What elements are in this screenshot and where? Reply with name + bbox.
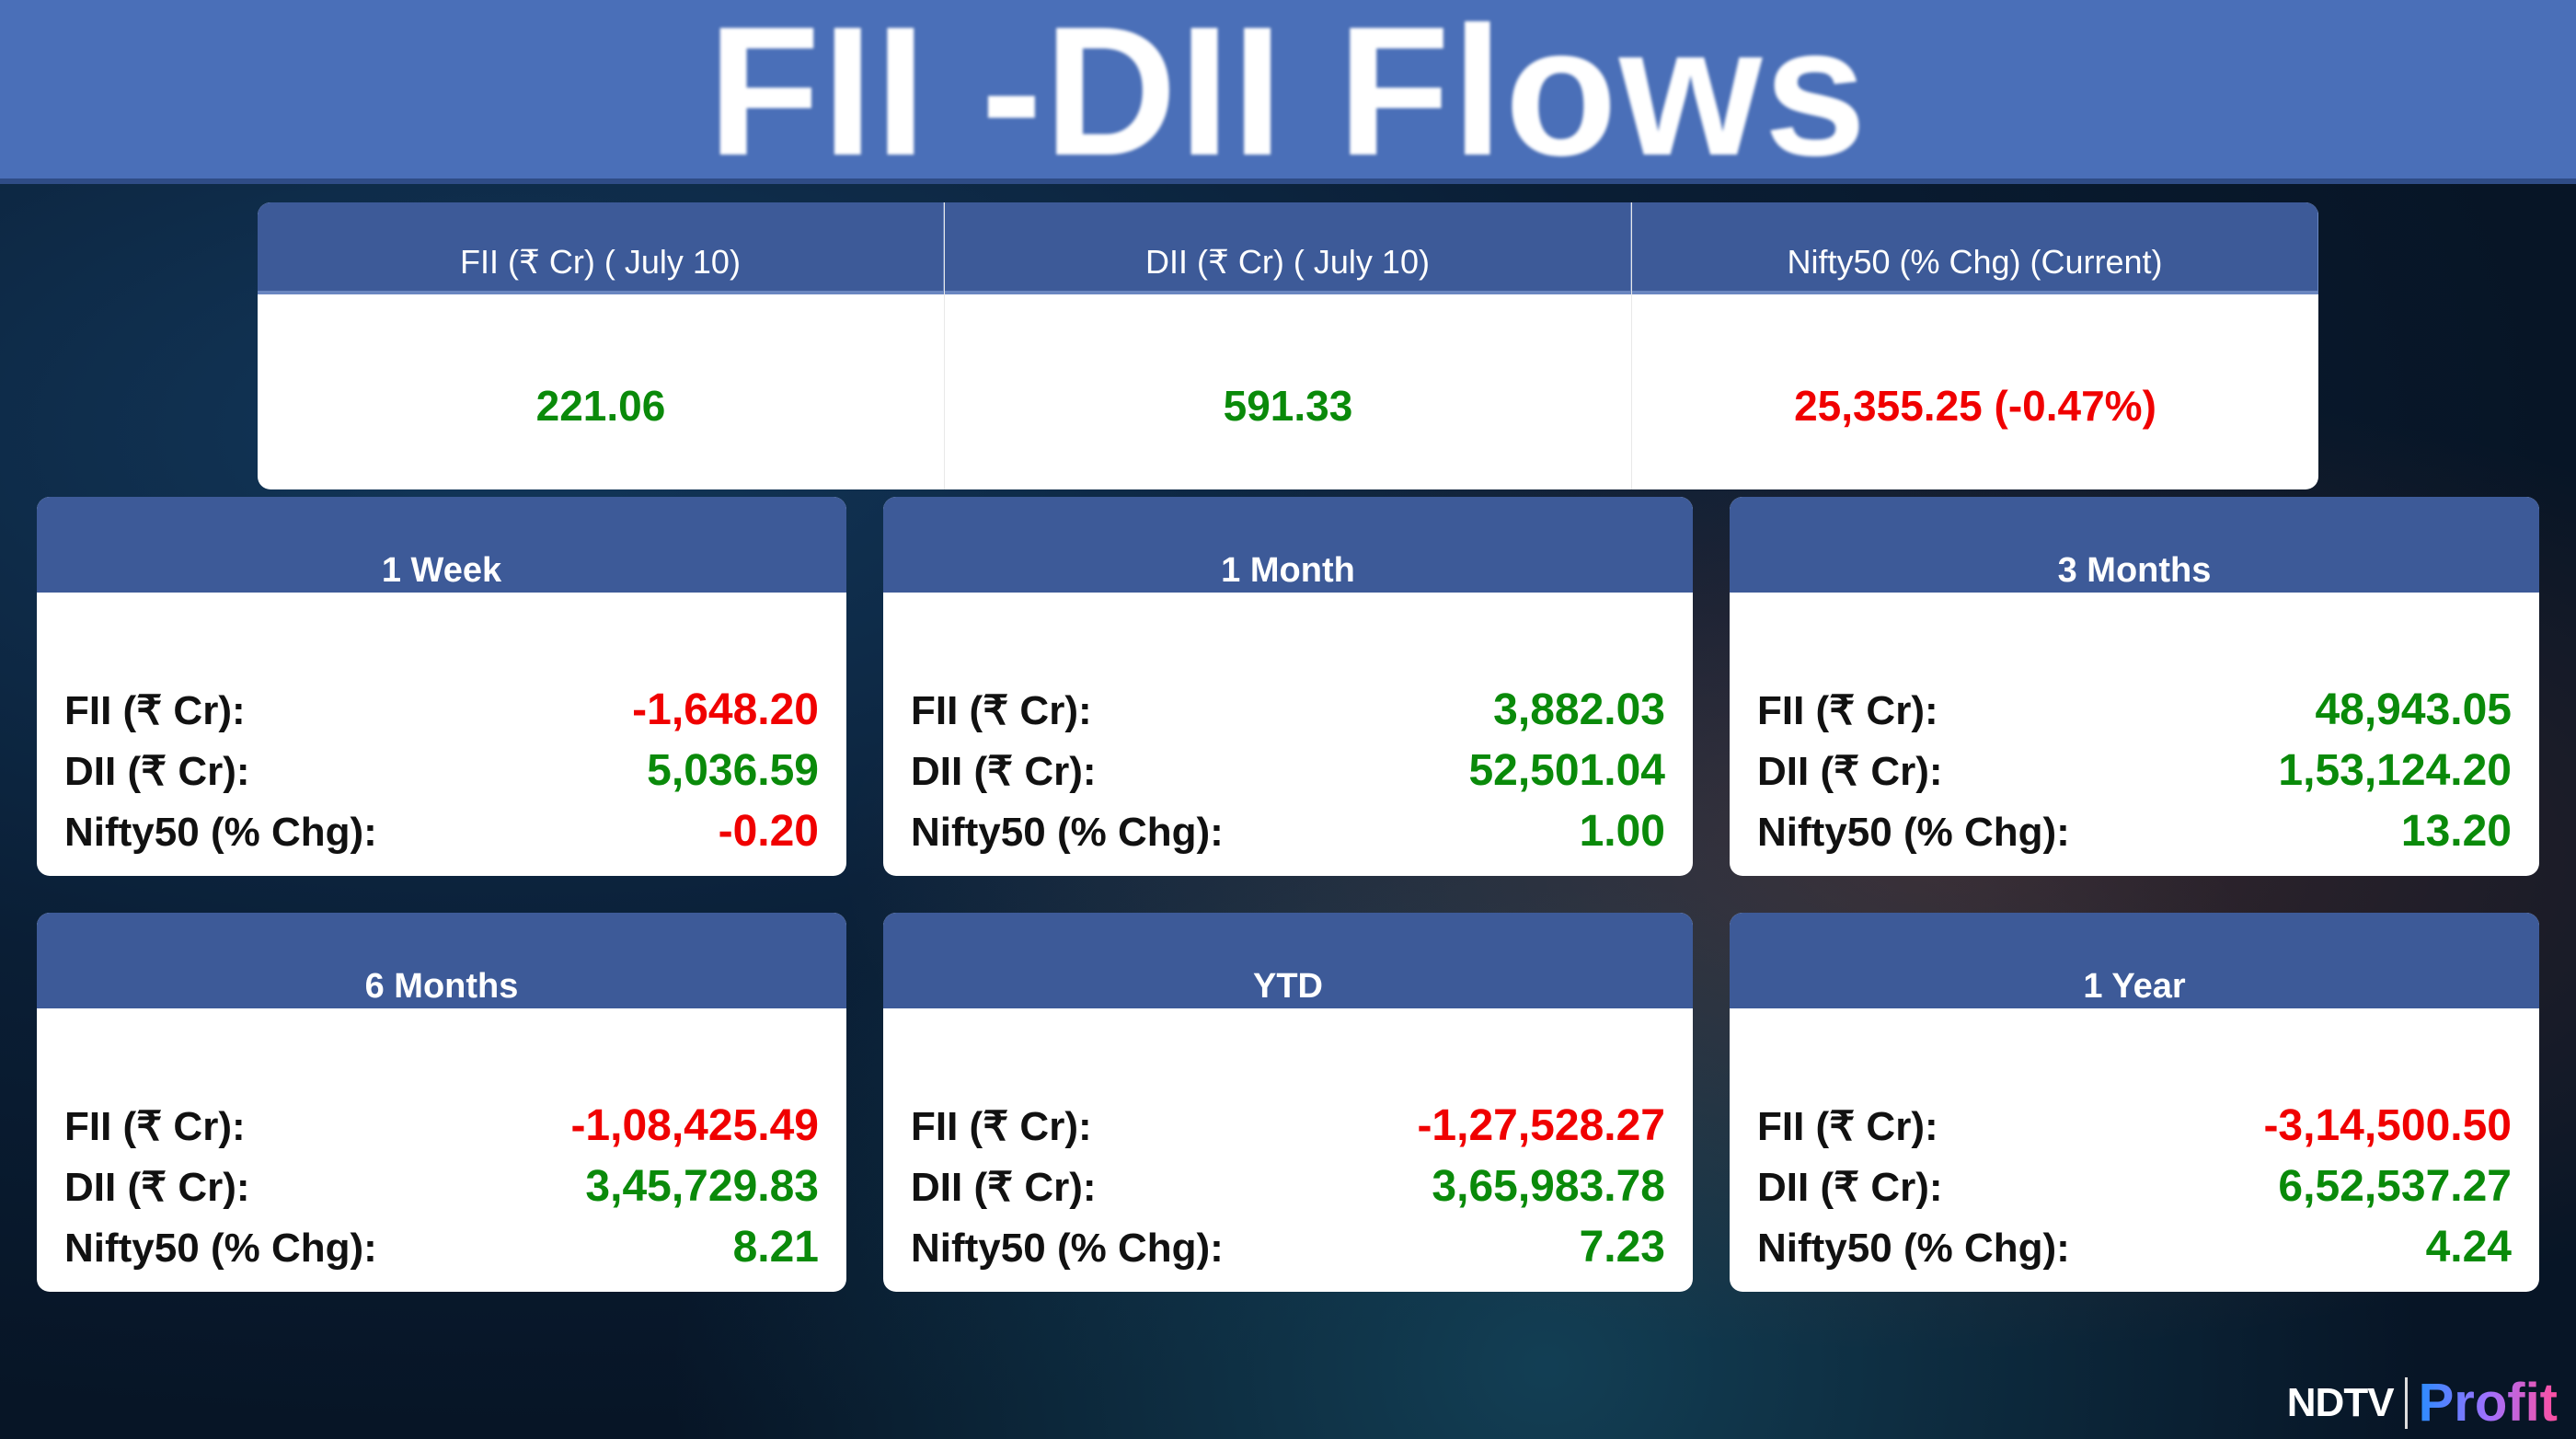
nifty-value: 4.24 xyxy=(2425,1223,2512,1272)
dii-label: DII (₹ Cr): xyxy=(1757,749,1943,794)
logo-ndtv: NDTV xyxy=(2286,1379,2395,1425)
card-header: 3 Months xyxy=(1730,497,2539,593)
ndtv-profit-logo: NDTV Profit xyxy=(2287,1372,2558,1433)
card-header: 1 Year xyxy=(1730,913,2539,1008)
dii-row: DII (₹ Cr): 5,036.59 xyxy=(64,745,819,806)
nifty-current: Nifty50 (% Chg) (Current) 25,355.25 (-0.4… xyxy=(1632,202,2318,489)
nifty-current-value: 25,355.25 (-0.47%) xyxy=(1794,382,2156,430)
card-header: 1 Month xyxy=(883,497,1693,593)
fii-row: FII (₹ Cr): -1,08,425.49 xyxy=(64,1100,819,1161)
dii-label: DII (₹ Cr): xyxy=(911,1165,1097,1210)
fii-daily: FII (₹ Cr) ( July 10) 221.06 xyxy=(258,202,945,489)
column-header: FII (₹ Cr) ( July 10) xyxy=(258,202,944,294)
dii-row: DII (₹ Cr): 6,52,537.27 xyxy=(1757,1161,2512,1222)
nifty-value: 7.23 xyxy=(1579,1223,1665,1272)
title-banner: FII -DII Flows xyxy=(0,0,2576,184)
card-header: 6 Months xyxy=(37,913,846,1008)
nifty-value: 1.00 xyxy=(1579,807,1665,856)
fii-label: FII (₹ Cr): xyxy=(1757,1104,1938,1149)
fii-row: FII (₹ Cr): 48,943.05 xyxy=(1757,685,2512,745)
fii-row: FII (₹ Cr): 3,882.03 xyxy=(911,685,1665,745)
dii-row: DII (₹ Cr): 3,65,983.78 xyxy=(911,1161,1665,1222)
fii-value: -1,08,425.49 xyxy=(570,1101,819,1150)
period-card: 1 Month FII (₹ Cr): 3,882.03 DII (₹ Cr): 52,… xyxy=(883,497,1693,876)
period-card: 3 Months FII (₹ Cr): 48,943.05 DII (₹ Cr): 1… xyxy=(1730,497,2539,876)
dii-daily: DII (₹ Cr) ( July 10) 591.33 xyxy=(945,202,1632,489)
logo-profit: Profit xyxy=(2418,1373,2558,1433)
period-card: 1 Week FII (₹ Cr): -1,648.20 DII (₹ Cr): 5,0… xyxy=(37,497,846,876)
dii-label: DII (₹ Cr): xyxy=(911,749,1097,794)
dii-value: 52,501.04 xyxy=(1468,746,1665,795)
nifty-row: Nifty50 (% Chg): 1.00 xyxy=(911,806,1665,867)
column-header: Nifty50 (% Chg) (Current) xyxy=(1632,202,2318,294)
fii-daily-value: 221.06 xyxy=(535,382,666,430)
column-header: DII (₹ Cr) ( July 10) xyxy=(945,202,1631,294)
nifty-row: Nifty50 (% Chg): -0.20 xyxy=(64,806,819,867)
dii-label: DII (₹ Cr): xyxy=(64,1165,250,1210)
fii-value: 3,882.03 xyxy=(1493,685,1665,734)
fii-label: FII (₹ Cr): xyxy=(911,1104,1092,1149)
nifty-value: 8.21 xyxy=(732,1223,819,1272)
dii-label: DII (₹ Cr): xyxy=(1757,1165,1943,1210)
fii-value: 48,943.05 xyxy=(2315,685,2512,734)
dii-value: 6,52,537.27 xyxy=(2278,1162,2512,1211)
nifty-row: Nifty50 (% Chg): 8.21 xyxy=(64,1222,819,1283)
logo-divider xyxy=(2404,1376,2408,1429)
nifty-label: Nifty50 (% Chg): xyxy=(1757,810,2070,855)
fii-row: FII (₹ Cr): -1,27,528.27 xyxy=(911,1100,1665,1161)
dii-row: DII (₹ Cr): 52,501.04 xyxy=(911,745,1665,806)
dii-value: 1,53,124.20 xyxy=(2278,746,2512,795)
page-title: FII -DII Flows xyxy=(707,0,1869,194)
dii-value: 3,65,983.78 xyxy=(1432,1162,1665,1211)
period-card: 1 Year FII (₹ Cr): -3,14,500.50 DII (₹ Cr):… xyxy=(1730,913,2539,1292)
fii-row: FII (₹ Cr): -1,648.20 xyxy=(64,685,819,745)
nifty-label: Nifty50 (% Chg): xyxy=(911,1226,1224,1271)
nifty-label: Nifty50 (% Chg): xyxy=(64,1226,377,1271)
nifty-row: Nifty50 (% Chg): 13.20 xyxy=(1757,806,2512,867)
nifty-row: Nifty50 (% Chg): 4.24 xyxy=(1757,1222,2512,1283)
nifty-label: Nifty50 (% Chg): xyxy=(911,810,1224,855)
fii-row: FII (₹ Cr): -3,14,500.50 xyxy=(1757,1100,2512,1161)
card-header: 1 Week xyxy=(37,497,846,593)
dii-daily-value: 591.33 xyxy=(1223,382,1353,430)
daily-flows-table: FII (₹ Cr) ( July 10) 221.06 DII (₹ Cr) (… xyxy=(258,202,2318,489)
dii-row: DII (₹ Cr): 1,53,124.20 xyxy=(1757,745,2512,806)
period-card: 6 Months FII (₹ Cr): -1,08,425.49 DII (₹ Cr… xyxy=(37,913,846,1292)
fii-label: FII (₹ Cr): xyxy=(1757,688,1938,733)
dii-value: 3,45,729.83 xyxy=(585,1162,819,1211)
fii-label: FII (₹ Cr): xyxy=(64,1104,246,1149)
card-header: YTD xyxy=(883,913,1693,1008)
fii-label: FII (₹ Cr): xyxy=(64,688,246,733)
fii-value: -3,14,500.50 xyxy=(2263,1101,2512,1150)
nifty-label: Nifty50 (% Chg): xyxy=(64,810,377,855)
dii-value: 5,036.59 xyxy=(647,746,819,795)
nifty-value: -0.20 xyxy=(718,807,819,856)
period-card: YTD FII (₹ Cr): -1,27,528.27 DII (₹ Cr): 3,6… xyxy=(883,913,1693,1292)
dii-label: DII (₹ Cr): xyxy=(64,749,250,794)
nifty-value: 13.20 xyxy=(2400,807,2512,856)
nifty-label: Nifty50 (% Chg): xyxy=(1757,1226,2070,1271)
nifty-row: Nifty50 (% Chg): 7.23 xyxy=(911,1222,1665,1283)
dii-row: DII (₹ Cr): 3,45,729.83 xyxy=(64,1161,819,1222)
fii-value: -1,27,528.27 xyxy=(1417,1101,1665,1150)
fii-label: FII (₹ Cr): xyxy=(911,688,1092,733)
fii-value: -1,648.20 xyxy=(632,685,819,734)
